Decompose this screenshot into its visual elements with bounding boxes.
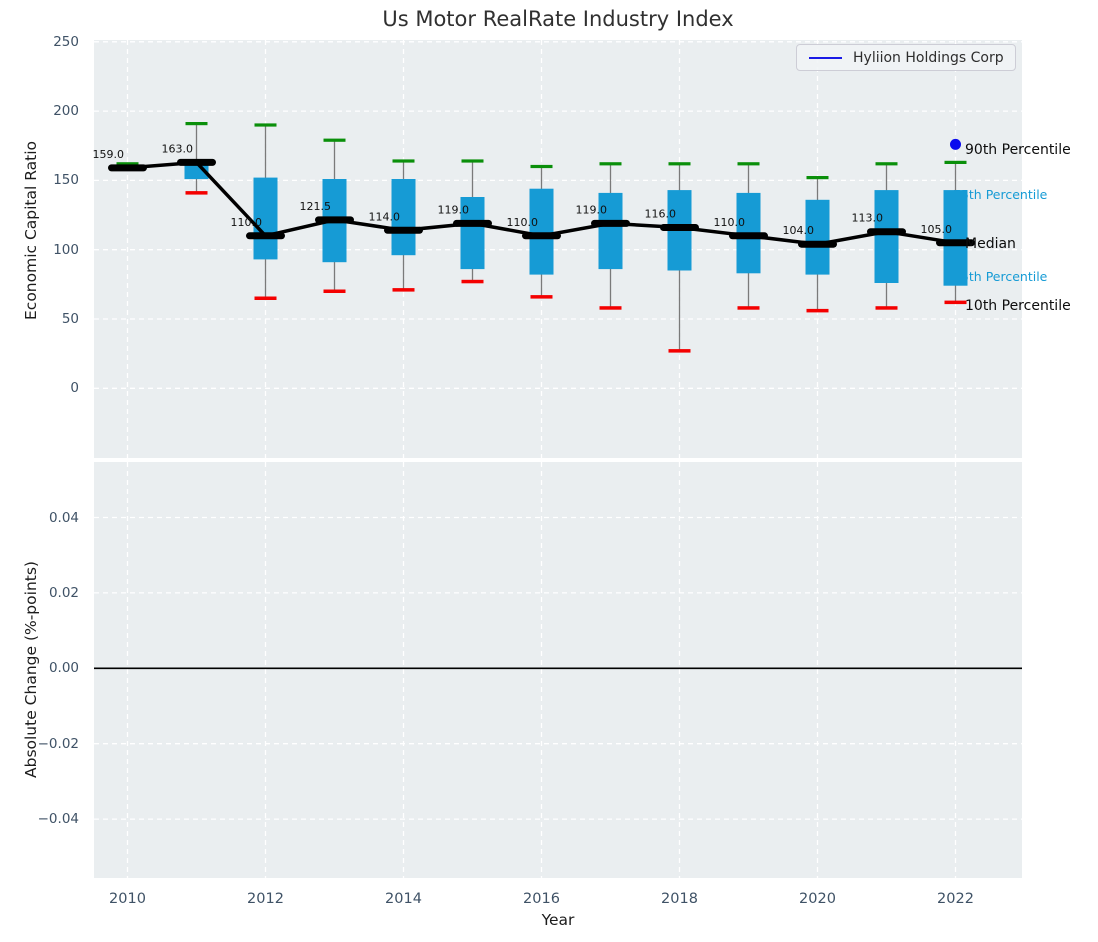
p90-cap-2021: [876, 162, 898, 165]
p90-cap-2017: [600, 162, 622, 165]
chart-title: Us Motor RealRate Industry Index: [94, 7, 1022, 31]
p90-cap-2019: [738, 162, 760, 165]
annotation-p90: 90th Percentile: [965, 142, 1071, 158]
p10-cap-2015: [462, 280, 484, 284]
p90-cap-2018: [669, 162, 691, 165]
median-label-2014: 114.0: [369, 210, 401, 223]
y-tick-label: 100: [4, 242, 79, 258]
annotation-median: Median: [965, 236, 1016, 252]
median-label-2012: 110.0: [231, 216, 263, 229]
p10-cap-2018: [669, 349, 691, 353]
legend: Hyliion Holdings Corp: [796, 44, 1016, 71]
x-tick-label: 2010: [96, 891, 160, 907]
y-tick-label: −0.02: [4, 736, 79, 752]
p90-cap-2012: [255, 123, 277, 126]
figure: Us Motor RealRate Industry Index Economi…: [0, 0, 1098, 942]
p10-cap-2011: [186, 191, 208, 195]
median-label-2016: 110.0: [507, 216, 539, 229]
p90-cap-2015: [462, 159, 484, 162]
p90-cap-2022: [945, 161, 967, 164]
hyliion-point: [950, 139, 961, 150]
y-tick-label: 200: [4, 103, 79, 119]
p90-cap-2016: [531, 165, 553, 168]
median-label-2022: 105.0: [921, 223, 953, 236]
y-tick-label: 0.00: [4, 660, 79, 676]
x-tick-label: 2016: [510, 891, 574, 907]
boxplot-chart: 75th Percentile25th Percentile159.0163.0…: [94, 40, 1022, 458]
p90-cap-2020: [807, 176, 829, 179]
annotation-p10: 10th Percentile: [965, 298, 1071, 314]
bottom-plot-area: [94, 462, 1022, 878]
y-tick-label: 0.04: [4, 510, 79, 526]
y-tick-label: 150: [4, 172, 79, 188]
median-label-2019: 110.0: [714, 216, 746, 229]
median-label-2011: 163.0: [162, 142, 194, 155]
median-label-2013: 121.5: [300, 200, 332, 213]
p10-cap-2021: [876, 306, 898, 310]
legend-line-sample: [809, 57, 842, 59]
median-label-2015: 119.0: [438, 203, 470, 216]
median-label-2010: 159.0: [93, 148, 125, 161]
p90-cap-2014: [393, 159, 415, 162]
top-y-axis-label: Economic Capital Ratio: [22, 120, 40, 340]
top-plot-area: 75th Percentile25th Percentile159.0163.0…: [94, 40, 1022, 458]
p10-cap-2016: [531, 295, 553, 299]
legend-label: Hyliion Holdings Corp: [853, 50, 1004, 66]
x-tick-label: 2020: [786, 891, 850, 907]
y-tick-label: −0.04: [4, 811, 79, 827]
box-2022: [944, 190, 968, 286]
y-tick-label: 50: [4, 311, 79, 327]
median-label-2020: 104.0: [783, 224, 815, 237]
y-tick-label: 0: [4, 380, 79, 396]
box-2021: [875, 190, 899, 283]
p10-cap-2014: [393, 288, 415, 292]
x-tick-label: 2022: [924, 891, 988, 907]
absolute-change-chart: [94, 462, 1022, 878]
x-tick-label: 2012: [234, 891, 298, 907]
x-tick-label: 2014: [372, 891, 436, 907]
p90-cap-2011: [186, 122, 208, 125]
p10-cap-2017: [600, 306, 622, 310]
x-axis-label: Year: [94, 911, 1022, 929]
median-label-2021: 113.0: [852, 212, 884, 225]
y-tick-label: 0.02: [4, 585, 79, 601]
p90-cap-2013: [324, 139, 346, 142]
median-label-2018: 116.0: [645, 208, 677, 221]
box-2016: [530, 189, 554, 275]
p10-cap-2019: [738, 306, 760, 310]
p10-cap-2013: [324, 290, 346, 294]
p10-cap-2012: [255, 297, 277, 301]
median-label-2017: 119.0: [576, 203, 608, 216]
y-tick-label: 250: [4, 34, 79, 50]
x-tick-label: 2018: [648, 891, 712, 907]
p10-cap-2022: [945, 301, 967, 305]
p10-cap-2020: [807, 309, 829, 313]
